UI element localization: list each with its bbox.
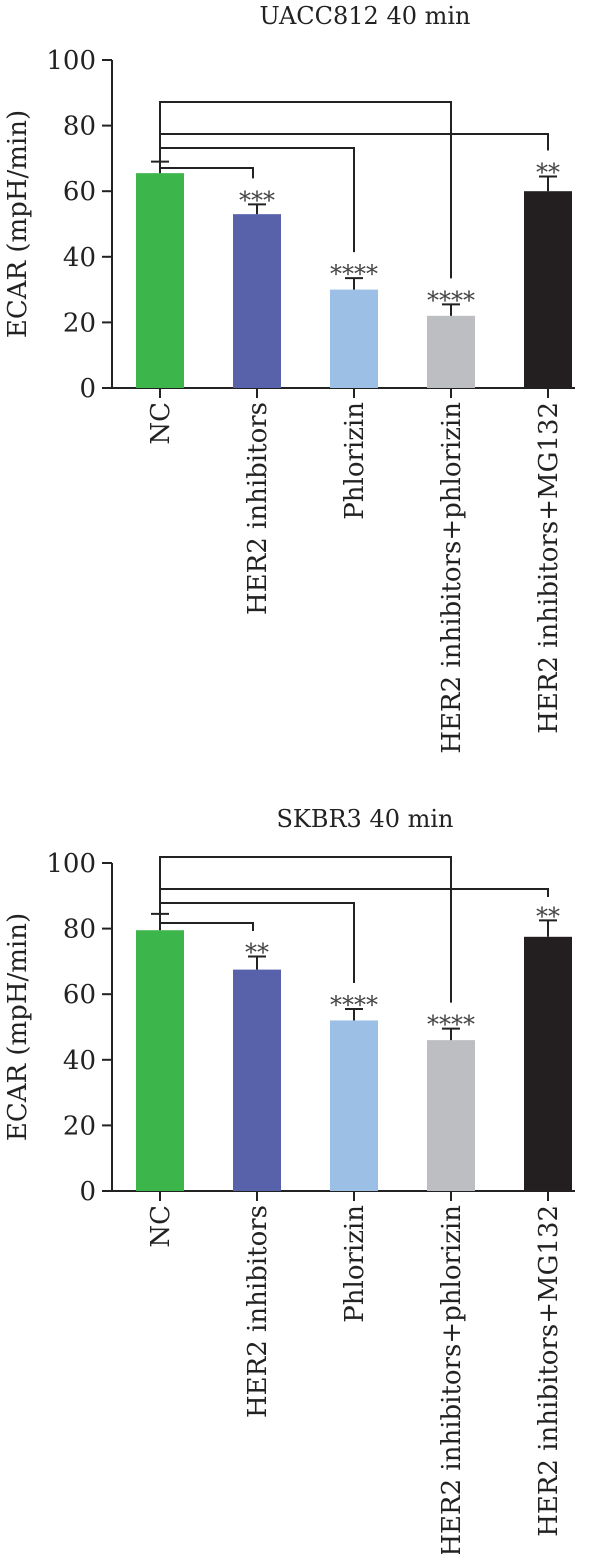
significance-label: **** [330, 991, 378, 1019]
chart-skbr3: SKBR3 40 min ECAR (mpH/min) 0 20 40 60 80 100… [3, 805, 575, 1554]
comparison-bracket [159, 888, 549, 908]
comparison-bracket [159, 856, 452, 1003]
category-label: NC [146, 1205, 176, 1248]
bar [233, 969, 281, 1191]
y-tick-label: 0 [79, 374, 96, 404]
y-axis-label: ECAR (mpH/min) [3, 913, 33, 1141]
chart-title: UACC812 40 min [259, 2, 470, 30]
comparison-bracket [159, 133, 549, 156]
bar [524, 936, 572, 1191]
chart-title: SKBR3 40 min [276, 805, 453, 833]
category-label: Phlorizin [340, 1205, 370, 1323]
comparison-bracket [159, 907, 254, 931]
significance-label: **** [427, 1011, 475, 1039]
bar [136, 173, 184, 388]
y-tick-label: 80 [63, 112, 96, 142]
y-tick-label: 40 [63, 243, 96, 273]
category-label: NC [146, 402, 176, 445]
category-label: HER2 inhibitors [243, 1205, 273, 1418]
y-tick-label: 60 [63, 177, 96, 207]
bar [330, 289, 378, 388]
comparison-bracket [159, 155, 254, 179]
significance-label: **** [427, 286, 475, 314]
y-tick-label: 60 [63, 980, 96, 1010]
category-label: HER2 inhibitors+phlorizin [437, 1205, 467, 1554]
category-label: Phlorizin [340, 402, 370, 520]
significance-label: ** [536, 902, 560, 930]
y-tick-label: 0 [79, 1177, 96, 1207]
category-label: HER2 inhibitors [243, 402, 273, 615]
significance-label: **** [330, 260, 378, 288]
significance-label: ** [536, 158, 560, 186]
bar [524, 191, 572, 388]
bar [330, 1020, 378, 1191]
y-axis-label: ECAR (mpH/min) [3, 110, 33, 338]
y-tick-label: 100 [46, 46, 96, 76]
category-label: HER2 inhibitors+MG132 [534, 1205, 564, 1537]
y-tick-label: 40 [63, 1046, 96, 1076]
category-label: HER2 inhibitors+MG132 [534, 402, 564, 734]
y-tick-label: 20 [63, 308, 96, 338]
y-tick-label: 20 [63, 1111, 96, 1141]
significance-label: *** [239, 186, 275, 214]
comparison-bracket [159, 101, 452, 279]
category-label: HER2 inhibitors+phlorizin [437, 402, 467, 754]
significance-label: ** [245, 938, 269, 966]
bar [136, 930, 184, 1191]
y-tick-label: 80 [63, 915, 96, 945]
chart-uacc812: UACC812 40 min ECAR (mpH/min) 0 20 40 60 80 1… [3, 2, 575, 754]
bar [233, 214, 281, 388]
bar [427, 1040, 475, 1191]
bar [427, 315, 475, 388]
y-tick-label: 100 [46, 849, 96, 879]
